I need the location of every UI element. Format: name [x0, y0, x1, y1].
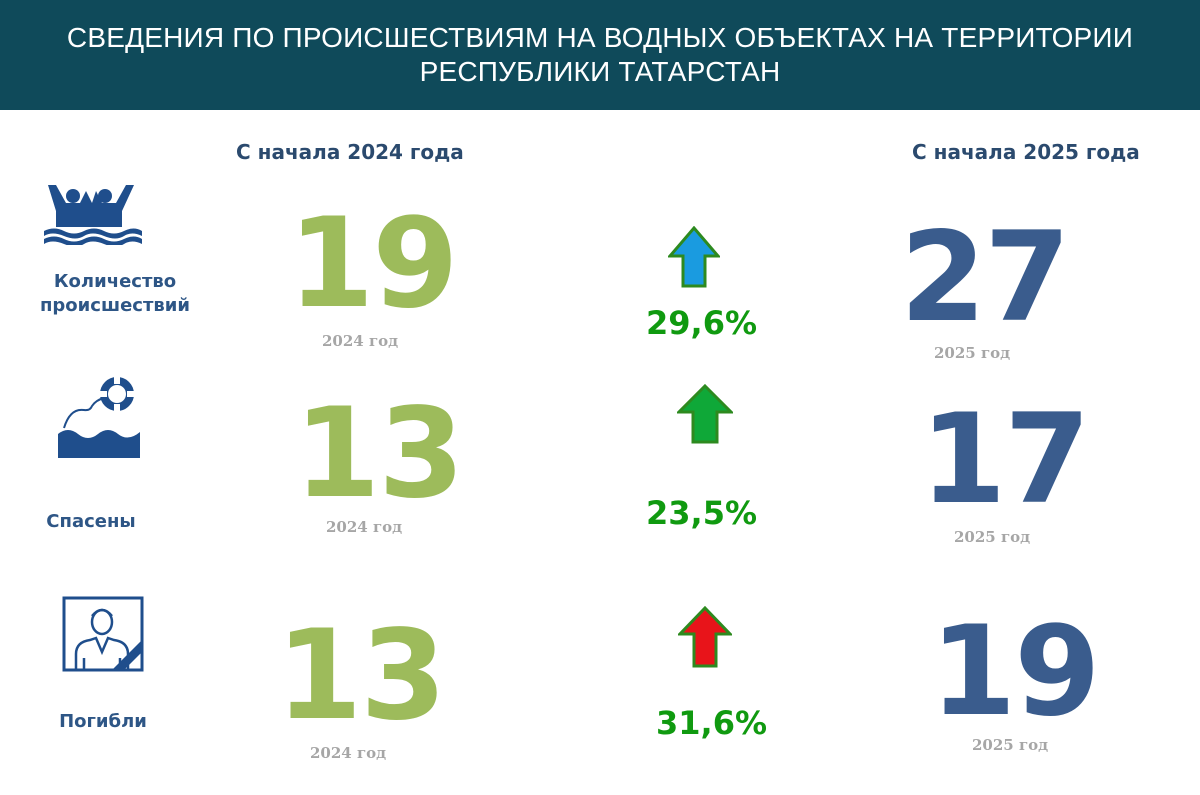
died-2024-value: 13	[276, 604, 447, 748]
row-label-incidents: Количество происшествий	[30, 270, 200, 318]
row-label-died: Погибли	[59, 711, 147, 732]
rescued-change-percent: 23,5%	[646, 494, 758, 532]
incidents-2024-value: 19	[288, 192, 459, 336]
lifebuoy-rescue-icon	[58, 376, 140, 458]
incidents-2025-value: 27	[900, 206, 1071, 350]
rescued-2024-value: 13	[294, 382, 465, 526]
arrow-up-icon	[677, 384, 733, 444]
column-title-2025: С начала 2025 года	[912, 140, 1140, 164]
rescued-2024-year: 2024 год	[326, 518, 403, 536]
incidents-2025-year: 2025 год	[934, 344, 1011, 362]
rescued-2025-year: 2025 год	[954, 528, 1031, 546]
column-title-2024: С начала 2024 года	[236, 140, 464, 164]
died-2025-value: 19	[930, 600, 1101, 744]
incidents-2024-year: 2024 год	[322, 332, 399, 350]
incidents-change-percent: 29,6%	[646, 304, 758, 342]
row-label-incidents-line2: происшествий	[39, 295, 190, 316]
header-banner: СВЕДЕНИЯ ПО ПРОИСШЕСТВИЯМ НА ВОДНЫХ ОБЪЕ…	[0, 0, 1200, 110]
died-2025-year: 2025 год	[972, 736, 1049, 754]
swimmers-icon	[44, 185, 142, 245]
row-label-rescued: Спасены	[46, 511, 136, 532]
rescued-2025-value: 17	[920, 388, 1091, 532]
arrow-up-icon	[668, 226, 720, 288]
row-label-incidents-line1: Количество	[53, 271, 177, 292]
mourning-portrait-icon	[62, 596, 144, 672]
died-2024-year: 2024 год	[310, 744, 387, 762]
page-title-line-2: РЕСПУБЛИКИ ТАТАРСТАН	[419, 56, 781, 87]
page-title-line-1: СВЕДЕНИЯ ПО ПРОИСШЕСТВИЯМ НА ВОДНЫХ ОБЪЕ…	[66, 22, 1134, 53]
arrow-up-icon	[678, 606, 732, 668]
died-change-percent: 31,6%	[656, 704, 768, 742]
